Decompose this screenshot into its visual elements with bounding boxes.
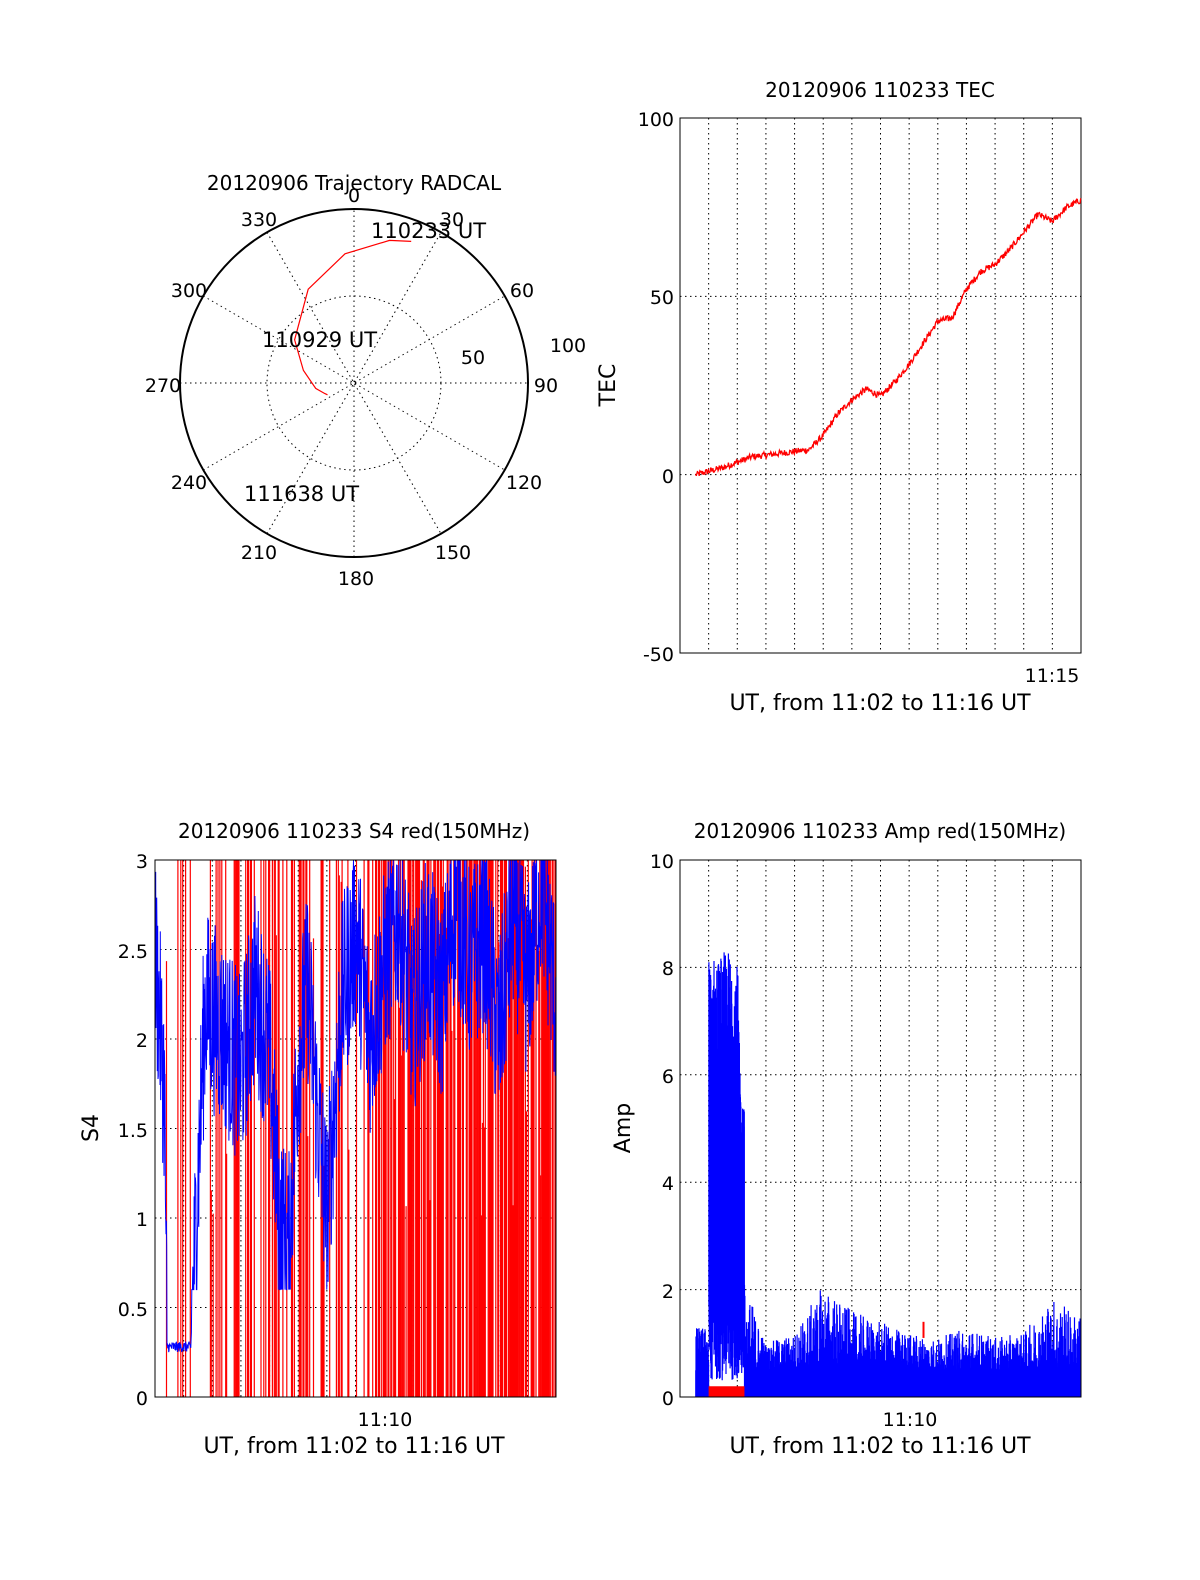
time-label-mid: 110929 UT (262, 328, 377, 352)
amp-grid (680, 860, 1081, 1397)
radius-label-50: 50 (461, 347, 485, 369)
az-label-300: 300 (171, 280, 207, 302)
amp-ytick-4: 4 (662, 1173, 674, 1195)
tec-ytick-0: 0 (662, 466, 674, 488)
tec-plot-frame (679, 117, 1082, 654)
polar-spokes (180, 209, 528, 557)
tec-grid (680, 118, 1081, 653)
amp-ytick-6: 6 (662, 1066, 674, 1088)
s4-ytick-0-5: 0.5 (118, 1299, 148, 1321)
az-label-60: 60 (510, 280, 534, 302)
amp-red-series (708, 1321, 925, 1397)
s4-ylabel: S4 (79, 1114, 104, 1142)
amp-ytick-10: 10 (650, 851, 674, 873)
tec-panel: 20120906 110233 TEC 100 50 0 -50 11:15 U… (596, 78, 1082, 716)
amp-red-band (708, 1386, 745, 1397)
amp-blue-series (695, 952, 1082, 1397)
polar-spoke-30 (266, 232, 442, 534)
tec-xlabel: UT, from 11:02 to 11:16 UT (729, 691, 1031, 716)
s4-title: 20120906 110233 S4 red(150MHz) (178, 819, 530, 843)
s4-ytick-2: 2 (136, 1030, 148, 1052)
trajectory-title: 20120906 Trajectory RADCAL (207, 171, 502, 195)
tec-ytick-neg50: -50 (643, 644, 674, 666)
az-label-30: 30 (440, 209, 464, 231)
s4-ytick-2-5: 2.5 (118, 941, 148, 963)
amp-ylabel: Amp (611, 1103, 636, 1153)
polar-spoke-120 (203, 295, 505, 471)
time-label-end: 111638 UT (244, 482, 359, 506)
az-label-270: 270 (145, 375, 181, 397)
az-label-120: 120 (506, 472, 542, 494)
az-label-90: 90 (534, 375, 558, 397)
az-label-150: 150 (435, 542, 471, 564)
polar-spoke-60 (203, 295, 505, 471)
s4-xlabel: UT, from 11:02 to 11:16 UT (203, 1434, 505, 1459)
tec-series-line (695, 198, 1082, 477)
polar-azimuth-labels: 0 30 60 90 120 150 180 210 240 270 300 3… (145, 185, 558, 590)
trajectory-track-line (293, 239, 412, 396)
amp-xlabel: UT, from 11:02 to 11:16 UT (729, 1434, 1031, 1459)
s4-blue-series-line (154, 859, 557, 1353)
s4-ytick-1-5: 1.5 (118, 1120, 148, 1142)
amp-xtick-1110: 11:10 (883, 1409, 938, 1431)
tec-title: 20120906 110233 TEC (765, 78, 995, 102)
amp-title: 20120906 110233 Amp red(150MHz) (694, 819, 1066, 843)
az-label-330: 330 (241, 209, 277, 231)
polar-inner-circle (266, 295, 442, 471)
polar-spoke-150 (266, 232, 442, 534)
tec-ylabel: TEC (596, 364, 621, 408)
s4-ytick-1: 1 (136, 1209, 148, 1231)
tec-ytick-100: 100 (638, 109, 674, 131)
radius-label-100: 100 (550, 335, 586, 357)
tec-xtick-1115: 11:15 (1025, 665, 1080, 687)
time-label-start: 110233 UT (371, 219, 486, 243)
amp-panel: 20120906 110233 Amp red(150MHz) 10 8 6 4… (611, 819, 1082, 1459)
az-label-210: 210 (241, 542, 277, 564)
trajectory-polar-plot: 20120906 Trajectory RADCAL 0 30 60 90 12… (145, 171, 586, 590)
az-label-0: 0 (348, 185, 360, 207)
s4-ytick-0: 0 (136, 1388, 148, 1410)
s4-plot-frame (154, 859, 557, 1398)
amp-ytick-0: 0 (662, 1388, 674, 1410)
az-label-240: 240 (171, 472, 207, 494)
tec-ytick-50: 50 (650, 287, 674, 309)
s4-ytick-3: 3 (136, 851, 148, 873)
s4-panel: 20120906 110233 S4 red(150MHz) 3 2.5 2 1… (79, 819, 557, 1459)
amp-plot-frame (679, 859, 1082, 1398)
amp-ytick-2: 2 (662, 1281, 674, 1303)
amp-ytick-8: 8 (662, 958, 674, 980)
az-label-180: 180 (338, 568, 374, 590)
s4-xtick-1110: 11:10 (358, 1409, 413, 1431)
